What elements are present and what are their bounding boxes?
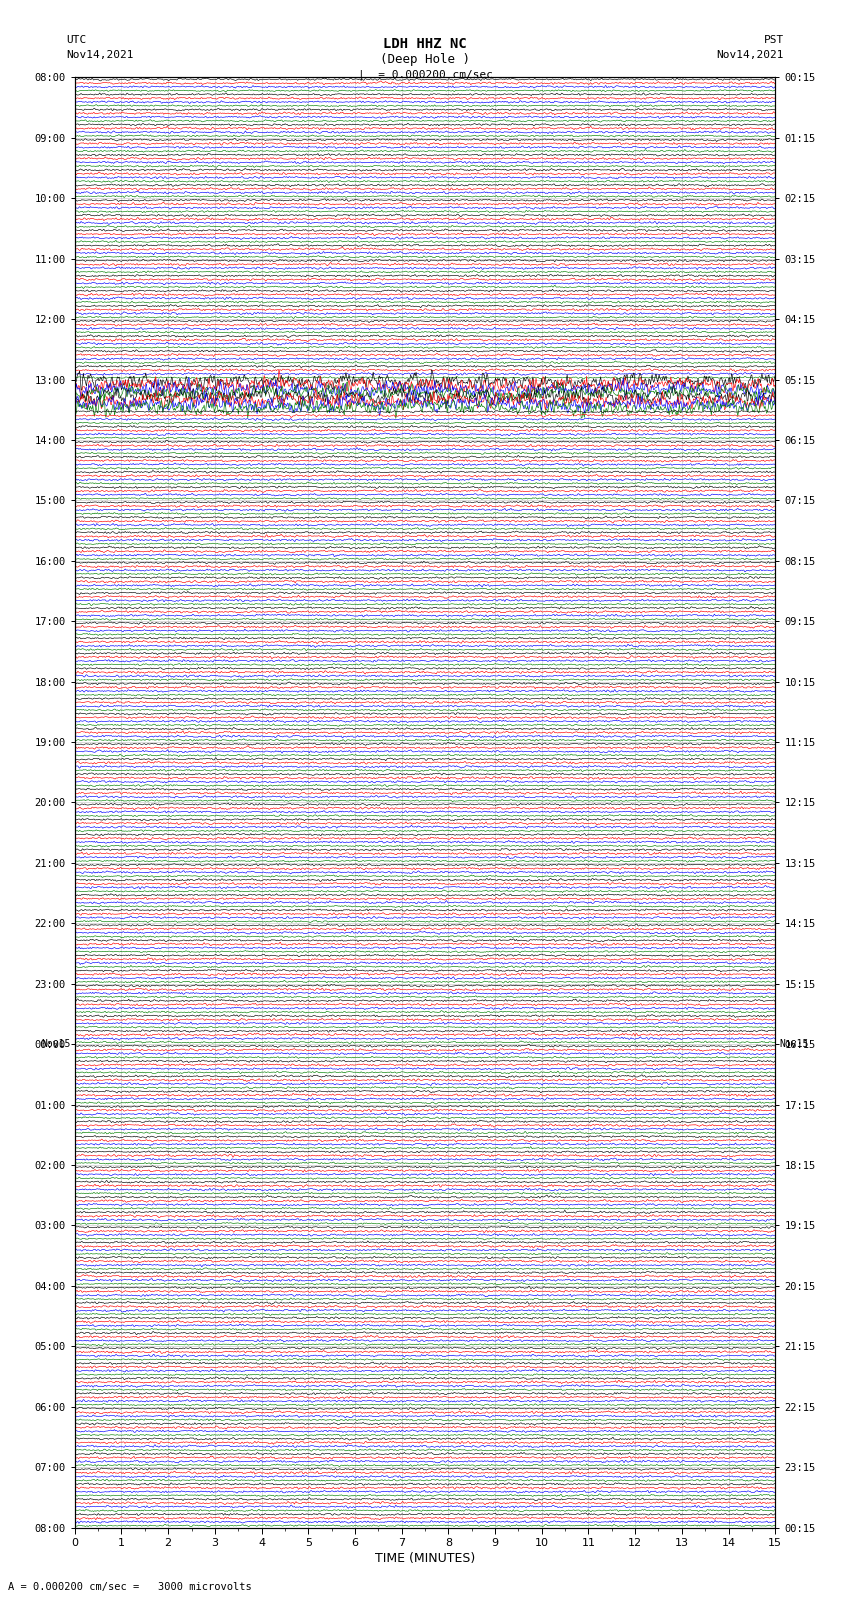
Text: (Deep Hole ): (Deep Hole ) bbox=[380, 53, 470, 66]
Text: Nov14,2021: Nov14,2021 bbox=[66, 50, 133, 60]
Text: UTC: UTC bbox=[66, 35, 87, 45]
X-axis label: TIME (MINUTES): TIME (MINUTES) bbox=[375, 1552, 475, 1565]
Text: |  = 0.000200 cm/sec: | = 0.000200 cm/sec bbox=[358, 69, 492, 81]
Text: Nov14,2021: Nov14,2021 bbox=[717, 50, 784, 60]
Text: LDH HHZ NC: LDH HHZ NC bbox=[383, 37, 467, 52]
Text: Nov15: Nov15 bbox=[41, 1039, 71, 1048]
Text: PST: PST bbox=[763, 35, 784, 45]
Text: A = 0.000200 cm/sec =   3000 microvolts: A = 0.000200 cm/sec = 3000 microvolts bbox=[8, 1582, 252, 1592]
Text: Nov15: Nov15 bbox=[779, 1039, 809, 1048]
